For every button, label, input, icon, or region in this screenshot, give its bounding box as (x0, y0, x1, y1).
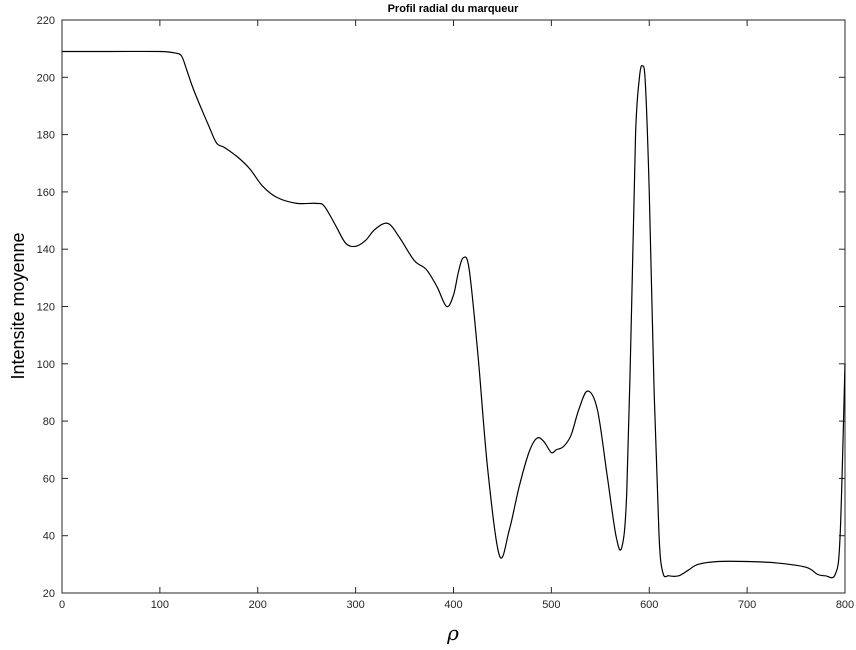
y-tick-label: 200 (37, 72, 55, 84)
y-tick-label: 40 (43, 531, 55, 543)
x-tick-label: 300 (346, 599, 364, 611)
x-axis-label: ρ (446, 621, 459, 645)
y-tick-label: 80 (43, 416, 55, 428)
x-tick-label: 100 (151, 599, 169, 611)
x-tick-label: 700 (738, 599, 756, 611)
y-tick-label: 60 (43, 473, 55, 485)
axis-ticks: 0 100 200 300 400 500 600 700 800 20 40 60 80 100 120 1… (37, 15, 855, 611)
y-tick-label: 100 (37, 359, 55, 371)
series-line (62, 50, 846, 579)
y-tick-label: 20 (43, 588, 55, 600)
plot-frame (61, 19, 846, 594)
x-tick-label: 0 (59, 599, 65, 611)
y-tick-label: 220 (37, 15, 55, 27)
x-tick-label: 200 (249, 599, 267, 611)
y-axis-label: Intensite moyenne (8, 232, 28, 379)
y-tick-label: 120 (37, 302, 55, 314)
chart-title: Profil radial du marqueur (388, 3, 520, 15)
x-tick-label: 800 (836, 599, 854, 611)
y-tick-label: 180 (37, 130, 55, 142)
x-tick-label: 400 (444, 599, 462, 611)
x-tick-label: 500 (542, 599, 560, 611)
y-tick-label: 160 (37, 187, 55, 199)
y-tick-label: 140 (37, 244, 55, 256)
x-tick-label: 600 (640, 599, 658, 611)
